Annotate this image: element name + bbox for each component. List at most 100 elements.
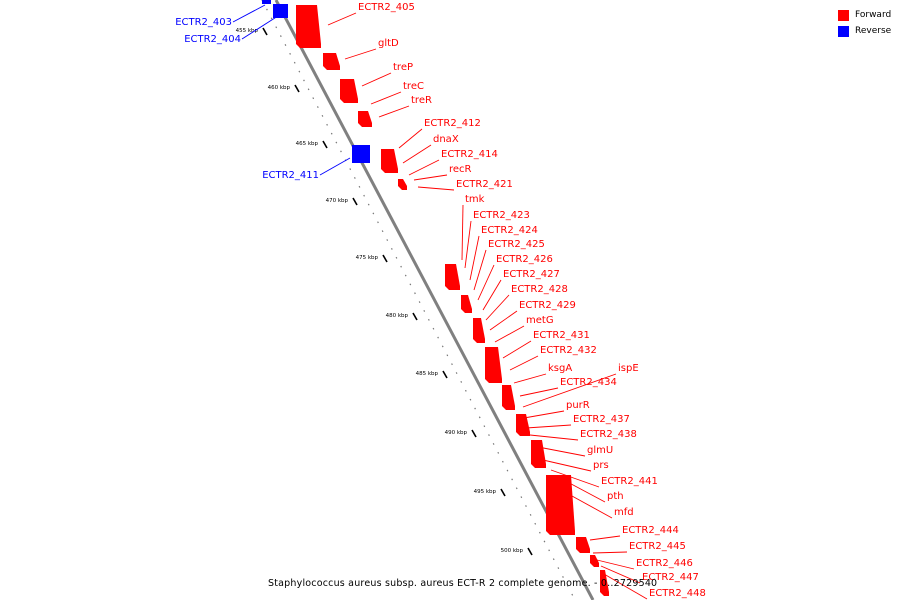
leader-line: [489, 310, 518, 331]
gene-label-ispe: ispE: [618, 363, 639, 374]
legend: Forward Reverse: [838, 8, 898, 40]
gene-label-ectr2-405: ECTR2_405: [358, 2, 415, 13]
legend-item-reverse: Reverse: [838, 24, 898, 40]
gene-label-purr: purR: [566, 400, 590, 411]
forward-gene-block: [381, 149, 398, 173]
leader-line: [542, 459, 592, 472]
leader-line: [344, 48, 377, 60]
gene-label-ectr2-426: ECTR2_426: [496, 254, 553, 265]
gene-label-ectr2-432: ECTR2_432: [540, 345, 597, 356]
major-tick: [262, 27, 268, 36]
gene-label-ectr2-423: ECTR2_423: [473, 210, 530, 221]
gene-label-metg: metG: [526, 315, 554, 326]
gene-label-ectr2-441: ECTR2_441: [601, 476, 658, 487]
major-tick: [352, 197, 358, 206]
tick-label: 480 kbp: [386, 313, 409, 319]
leader-line: [469, 235, 480, 281]
forward-gene-block: [445, 264, 460, 290]
gene-label-ectr2-444: ECTR2_444: [622, 525, 679, 536]
gene-label-ectr2-424: ECTR2_424: [481, 225, 538, 236]
gene-label-ectr2-427: ECTR2_427: [503, 269, 560, 280]
gene-label-ectr2-414: ECTR2_414: [441, 149, 498, 160]
leader-line: [494, 325, 525, 343]
tick-label: 455 kbp: [236, 28, 259, 34]
reverse-swatch: [838, 26, 849, 37]
gene-label-trep: treP: [393, 62, 413, 73]
leader-line: [327, 12, 357, 26]
gene-label-dnax: dnaX: [433, 134, 459, 145]
gene-label-pth: pth: [607, 491, 624, 502]
legend-item-forward: Forward: [838, 8, 898, 24]
gene-label-prs: prs: [593, 460, 609, 471]
gene-label-tmk: tmk: [465, 194, 485, 205]
gene-label-ectr2-437: ECTR2_437: [573, 414, 630, 425]
leader-line: [408, 159, 440, 176]
leader-line: [241, 15, 279, 40]
gene-label-ectr2-434: ECTR2_434: [560, 377, 617, 388]
tick-label: 460 kbp: [268, 85, 291, 91]
major-tick: [294, 84, 300, 93]
gene-label-ectr2-404: ECTR2_404: [184, 34, 241, 45]
gene-label-ectr2-446: ECTR2_446: [636, 558, 693, 569]
leader-line: [550, 469, 600, 488]
major-tick: [500, 488, 506, 497]
leader-line: [532, 445, 586, 457]
leader-line: [559, 477, 606, 503]
forward-gene-block: [485, 347, 502, 383]
genome-backbone: [274, 0, 595, 601]
major-tick: [322, 140, 328, 149]
forward-gene-block: [398, 179, 407, 190]
forward-gene-block: [531, 440, 546, 468]
forward-gene-block: [576, 537, 590, 553]
leader-line: [603, 573, 648, 600]
leader-line: [461, 204, 464, 261]
major-tick: [442, 370, 448, 379]
tick-label: 475 kbp: [356, 255, 379, 261]
forward-gene-block: [502, 385, 515, 410]
forward-swatch: [838, 10, 849, 21]
gene-label-gltd: gltD: [378, 38, 399, 49]
leader-line: [398, 128, 423, 149]
leader-line: [525, 424, 572, 429]
forward-gene-block: [358, 111, 372, 127]
leader-line: [378, 105, 410, 118]
leader-line: [482, 279, 502, 311]
gene-label-ectr2-421: ECTR2_421: [456, 179, 513, 190]
genome-caption: Staphylococcus aureus subsp. aureus ECT-…: [268, 578, 658, 589]
major-tick: [412, 312, 418, 321]
legend-label-reverse: Reverse: [855, 26, 892, 36]
leader-line: [319, 157, 351, 176]
forward-gene-block: [546, 475, 575, 535]
leader-line: [370, 91, 402, 105]
gene-label-ectr2-428: ECTR2_428: [511, 284, 568, 295]
gene-label-ectr2-447: ECTR2_447: [642, 572, 699, 583]
leader-line: [600, 565, 641, 584]
gene-label-ectr2-431: ECTR2_431: [533, 330, 590, 341]
tick-label: 465 kbp: [296, 141, 319, 147]
forward-gene-block: [296, 5, 321, 48]
legend-label-forward: Forward: [855, 10, 892, 20]
forward-gene-block: [323, 53, 340, 70]
tick-label: 500 kbp: [501, 548, 524, 554]
forward-gene-block: [473, 318, 485, 343]
major-tick: [527, 547, 533, 556]
leader-line: [502, 340, 532, 359]
leader-line: [485, 294, 510, 321]
leader-line: [361, 72, 392, 87]
leader-line: [592, 551, 628, 554]
gene-label-recr: recR: [449, 164, 472, 175]
gene-label-ectr2-412: ECTR2_412: [424, 118, 481, 129]
major-tick: [382, 254, 388, 263]
leader-line: [232, 4, 266, 23]
gene-label-ksga: ksgA: [548, 363, 572, 374]
leader-line: [473, 249, 487, 291]
gene-label-ectr2-448: ECTR2_448: [649, 588, 706, 599]
leader-line: [413, 174, 448, 181]
tick-label: 490 kbp: [445, 430, 468, 436]
forward-gene-block: [340, 79, 358, 103]
forward-gene-block: [600, 570, 609, 596]
gene-label-ectr2-403: ECTR2_403: [175, 17, 232, 28]
leader-line: [464, 220, 472, 269]
